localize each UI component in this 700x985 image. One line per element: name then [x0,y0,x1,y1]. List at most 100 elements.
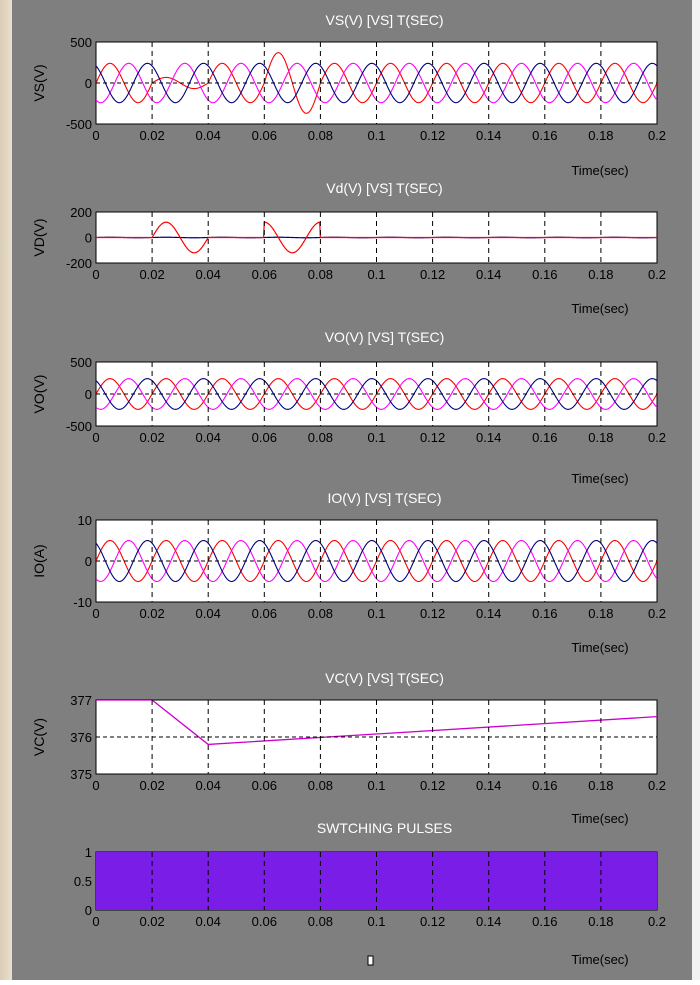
x-tick-label: 0.12 [420,778,445,793]
x-tick-label: 0.06 [252,267,277,282]
x-tick-label: 0.12 [420,430,445,445]
x-tick-label: 0.06 [252,128,277,143]
chart-3: VO(V) [VS] T(SEC) 0 0.02 0.04 0.06 0.08 0.1 0.1… [31,329,666,486]
x-tick-label: 0.16 [532,430,557,445]
y-axis-label: VC(V) [31,718,47,756]
x-tick-label: 0.12 [420,606,445,621]
x-tick-label: 0.1 [367,128,385,143]
x-tick-label: 0.08 [308,430,333,445]
x-tick-label: 0.2 [648,267,666,282]
y-tick-label: -200 [66,256,92,271]
x-tick-label: 0.12 [420,267,445,282]
x-tick-label: 0.04 [196,430,221,445]
chart-1: VS(V) [VS] T(SEC) 0 0.02 0.04 0.06 0.08 0.1 0.1… [31,12,666,178]
y-tick-label: 375 [70,767,92,782]
x-tick-label: 0.08 [308,128,333,143]
cursor-marker [367,955,374,966]
y-tick-label: 200 [70,205,92,220]
x-tick-label: 0 [92,606,99,621]
chart-5: VC(V) [VS] T(SEC) 0 0.02 0.04 0.06 0.08 0.1 0.1… [31,670,666,826]
x-tick-label: 0.18 [588,267,613,282]
x-tick-label: 0.02 [139,430,164,445]
x-tick-label: 0.1 [367,267,385,282]
x-tick-label: 0 [92,914,99,929]
x-tick-label: 0.14 [476,914,501,929]
y-tick-label: 0 [85,76,92,91]
x-tick-label: 0.1 [367,606,385,621]
y-tick-label: 376 [70,730,92,745]
chart-title: SWTCHING PULSES [317,820,452,836]
y-tick-label: 0 [85,903,92,918]
chart-2: Vd(V) [VS] T(SEC) 0 0.02 0.04 0.06 0.08 0.1 0.1… [31,180,666,316]
x-tick-label: 0.04 [196,128,221,143]
x-tick-label: 0.2 [648,778,666,793]
y-tick-label: 0 [85,231,92,246]
x-axis-label: Time(sec) [571,640,628,655]
x-tick-label: 0.02 [139,914,164,929]
y-tick-label: -500 [66,419,92,434]
y-tick-label: 0 [85,387,92,402]
y-tick-label: -500 [66,117,92,132]
y-axis-label: VD(V) [31,218,47,256]
chart-title: VC(V) [VS] T(SEC) [325,670,444,686]
x-tick-label: 0.1 [367,914,385,929]
x-tick-label: 0.06 [252,914,277,929]
x-tick-label: 0.02 [139,778,164,793]
y-axis-label: IO(A) [31,544,47,577]
x-axis-label: Time(sec) [571,301,628,316]
x-tick-label: 0.2 [648,430,666,445]
x-tick-label: 0.08 [308,778,333,793]
x-tick-label: 0.02 [139,128,164,143]
x-tick-label: 0.04 [196,914,221,929]
x-tick-label: 0.2 [648,128,666,143]
y-tick-label: 377 [70,693,92,708]
chart-6: SWTCHING PULSES 0 0.02 0.04 0.06 0.08 0.1 0.12 0… [74,820,666,967]
chart-4: IO(V) [VS] T(SEC) 0 0.02 0.04 0.06 0.08 0.1 0.1… [31,490,666,655]
x-tick-label: 0.18 [588,430,613,445]
x-tick-label: 0.14 [476,267,501,282]
x-tick-label: 0 [92,267,99,282]
x-tick-label: 0.02 [139,606,164,621]
x-tick-label: 0.12 [420,914,445,929]
x-tick-label: 0.1 [367,778,385,793]
x-tick-label: 0.14 [476,128,501,143]
x-tick-label: 0.16 [532,128,557,143]
x-tick-label: 0.02 [139,267,164,282]
x-tick-label: 0.08 [308,914,333,929]
x-axis-label: Time(sec) [571,471,628,486]
plot-data [96,221,657,254]
x-tick-label: 0 [92,430,99,445]
y-axis-label: VS(V) [31,64,47,101]
x-tick-label: 0.16 [532,778,557,793]
y-tick-label: 0 [85,554,92,569]
x-axis-label: Time(sec) [571,811,628,826]
x-tick-label: 0.06 [252,430,277,445]
y-axis-label: VO(V) [31,375,47,414]
chart-title: IO(V) [VS] T(SEC) [327,490,441,506]
x-axis-label: Time(sec) [571,952,628,967]
x-tick-label: 0.08 [308,267,333,282]
y-tick-label: 10 [78,513,92,528]
x-tick-label: 0.18 [588,606,613,621]
x-tick-label: 0.08 [308,606,333,621]
x-tick-label: 0.18 [588,914,613,929]
x-tick-label: 0.1 [367,430,385,445]
x-tick-label: 0.16 [532,606,557,621]
x-tick-label: 0 [92,128,99,143]
x-tick-label: 0.16 [532,914,557,929]
x-tick-label: 0.16 [532,267,557,282]
x-tick-label: 0.04 [196,606,221,621]
y-tick-label: 0.5 [74,874,92,889]
x-tick-label: 0.14 [476,778,501,793]
x-tick-label: 0.2 [648,914,666,929]
x-tick-label: 0 [92,778,99,793]
x-tick-label: 0.04 [196,778,221,793]
x-tick-label: 0.06 [252,606,277,621]
x-axis-label: Time(sec) [571,163,628,178]
chart-title: VO(V) [VS] T(SEC) [325,329,445,345]
x-tick-label: 0.18 [588,128,613,143]
x-tick-label: 0.06 [252,778,277,793]
y-tick-label: 500 [70,355,92,370]
